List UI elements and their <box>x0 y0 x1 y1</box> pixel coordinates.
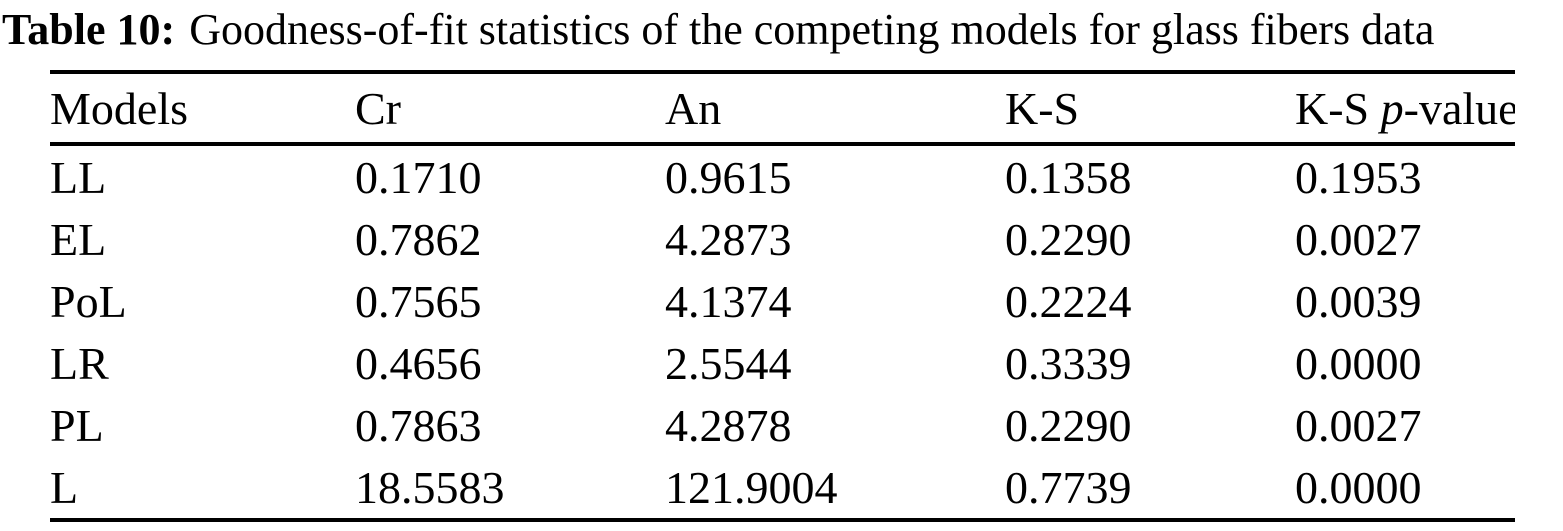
ks-pvalue-cell: 0.0039 <box>1295 275 1422 327</box>
ks-cell: 0.1358 <box>1005 151 1132 203</box>
cr-cell: 0.7862 <box>355 213 482 265</box>
model-cell: LL <box>50 151 107 203</box>
header-ks: K-S <box>1005 72 1295 146</box>
ks-pvalue-cell: 0.0027 <box>1295 213 1422 265</box>
ks-cell: 0.2290 <box>1005 213 1132 265</box>
header-an: An <box>665 72 1005 146</box>
header-ks-pvalue-prefix: K-S <box>1295 82 1381 134</box>
header-ks-pvalue: K-S p-value <box>1295 72 1515 146</box>
an-cell: 2.5544 <box>665 337 792 389</box>
model-cell: PoL <box>50 275 127 327</box>
ks-cell: 0.2290 <box>1005 399 1132 451</box>
cr-cell: 0.1710 <box>355 151 482 203</box>
an-cell: 4.1374 <box>665 275 792 327</box>
table-row: LR 0.4656 2.5544 0.3339 0.0000 <box>50 332 1515 394</box>
cr-cell: 0.7863 <box>355 399 482 451</box>
an-cell: 0.9615 <box>665 151 792 203</box>
table-caption-label: Table 10: <box>2 5 176 54</box>
an-cell: 4.2873 <box>665 213 792 265</box>
table-caption-text: Goodness-of-fit statistics of the compet… <box>189 5 1435 54</box>
table-row: PoL 0.7565 4.1374 0.2224 0.0039 <box>50 270 1515 332</box>
ks-pvalue-cell: 0.0000 <box>1295 337 1422 389</box>
ks-cell: 0.3339 <box>1005 337 1132 389</box>
an-cell: 4.2878 <box>665 399 792 451</box>
header-models: Models <box>50 72 355 146</box>
ks-pvalue-cell: 0.0027 <box>1295 399 1422 451</box>
header-ks-pvalue-suffix: -value <box>1403 82 1515 134</box>
table-row: PL 0.7863 4.2878 0.2290 0.0027 <box>50 394 1515 456</box>
header-row: Models Cr An K-S K-S p-value <box>50 72 1515 146</box>
cr-cell: 0.7565 <box>355 275 482 327</box>
model-cell: PL <box>50 399 104 451</box>
cr-cell: 0.4656 <box>355 337 482 389</box>
ks-pvalue-cell: 0.1953 <box>1295 151 1422 203</box>
model-cell: L <box>50 461 79 513</box>
table-row: L 18.5583 121.9004 0.7739 0.0000 <box>50 456 1515 520</box>
model-cell: LR <box>50 337 109 389</box>
an-cell: 121.9004 <box>665 461 838 513</box>
ks-pvalue-cell: 0.0000 <box>1295 461 1422 513</box>
goodness-of-fit-table: Models Cr An K-S K-S p-value LL 0.1710 0… <box>50 70 1515 522</box>
header-cr: Cr <box>355 72 665 146</box>
cr-cell: 18.5583 <box>355 461 505 513</box>
header-ks-pvalue-p: p <box>1380 82 1404 134</box>
model-cell: EL <box>50 213 107 265</box>
table-row: EL 0.7862 4.2873 0.2290 0.0027 <box>50 208 1515 270</box>
ks-cell: 0.7739 <box>1005 461 1132 513</box>
table-row: LL 0.1710 0.9615 0.1358 0.1953 <box>50 144 1515 208</box>
ks-cell: 0.2224 <box>1005 275 1132 327</box>
table-caption: Table 10: Goodness-of-fit statistics of t… <box>2 4 1563 56</box>
